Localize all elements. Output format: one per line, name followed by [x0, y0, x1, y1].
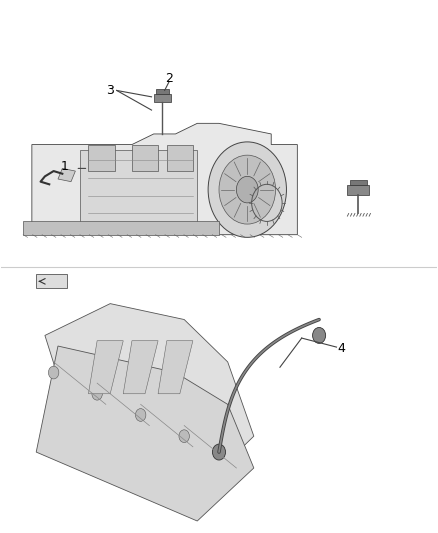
Polygon shape — [123, 341, 158, 394]
Polygon shape — [23, 221, 219, 235]
Bar — [156, 89, 169, 94]
Polygon shape — [88, 341, 123, 394]
Circle shape — [219, 155, 276, 224]
Text: 2: 2 — [165, 72, 173, 85]
Circle shape — [92, 387, 102, 400]
Circle shape — [212, 444, 226, 460]
Bar — [154, 94, 171, 102]
Polygon shape — [45, 304, 254, 479]
Circle shape — [179, 430, 189, 442]
Circle shape — [237, 176, 258, 203]
Polygon shape — [158, 341, 193, 394]
Bar — [36, 274, 67, 288]
Bar — [132, 144, 158, 171]
Polygon shape — [32, 123, 297, 235]
Bar — [88, 144, 115, 171]
Circle shape — [135, 409, 146, 421]
Bar — [350, 180, 367, 185]
Circle shape — [48, 366, 59, 379]
Polygon shape — [36, 346, 254, 521]
Circle shape — [208, 142, 286, 237]
Circle shape — [313, 327, 325, 343]
Text: 4: 4 — [337, 342, 345, 355]
Text: 3: 3 — [106, 84, 114, 97]
Polygon shape — [80, 150, 197, 224]
Bar — [347, 185, 369, 195]
Text: 1: 1 — [60, 160, 68, 173]
Bar — [167, 144, 193, 171]
Polygon shape — [58, 168, 75, 182]
